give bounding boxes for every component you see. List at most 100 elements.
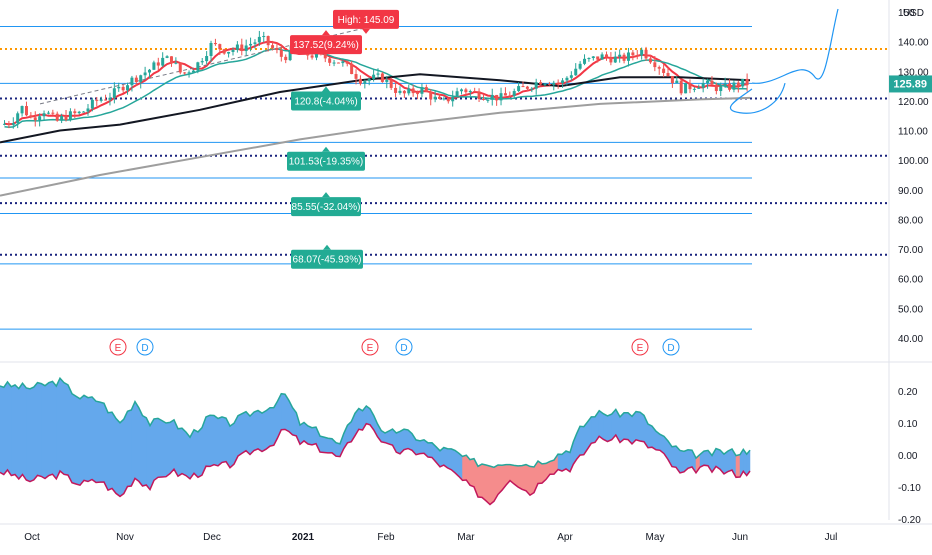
event-marker-circle-3[interactable] (395, 338, 413, 356)
candle-body-169 (745, 78, 749, 86)
candle-body-56 (249, 43, 253, 46)
candle-body-30 (134, 77, 138, 82)
event-marker-circle-4[interactable] (631, 338, 649, 356)
candle-body-14 (64, 116, 68, 120)
candle-body-127 (561, 80, 565, 84)
oscillator (0, 376, 751, 506)
candle-body-104 (459, 89, 463, 92)
candle-body-157 (692, 88, 696, 90)
candle-body-106 (468, 90, 472, 93)
price-tick-label-1: 50.00 (898, 304, 923, 315)
osc-fill-segment-40 (153, 418, 159, 481)
candle-body-163 (719, 86, 723, 92)
osc-fill-segment-23 (87, 396, 93, 482)
price-tick-label-3: 70.00 (898, 245, 923, 256)
candle-body-73 (323, 53, 327, 59)
candle-body-45 (200, 61, 204, 63)
candle-body-12 (55, 113, 59, 121)
candle-body-152 (670, 76, 674, 84)
candle-body-90 (398, 90, 402, 93)
candle-body-40 (178, 62, 182, 73)
candle-body-48 (213, 42, 217, 45)
osc-fill-segment-108 (419, 439, 425, 454)
osc-fill-segment-3 (11, 384, 16, 476)
osc-fill-segment-35 (134, 400, 140, 482)
level-labels: High: 145.09 137.52(9.24%) 120.8(-4.04%) 10… (287, 9, 399, 269)
osc-fill-segment-134 (521, 464, 527, 492)
candle-body-78 (345, 61, 349, 64)
osc-fill-segment-62 (241, 411, 247, 454)
osc-fill-segment-43 (165, 422, 171, 478)
candle-body-37 (165, 56, 169, 58)
level-label-box-2 (291, 91, 361, 111)
candle-body-29 (130, 77, 134, 86)
candle-body-116 (512, 91, 516, 97)
candle-body-59 (262, 36, 266, 38)
projection (729, 8, 839, 114)
candle-body-153 (675, 80, 679, 84)
price-tick-label-5: 90.00 (898, 186, 923, 197)
candle-body-122 (539, 82, 543, 85)
osc-fill-segment-92 (358, 408, 363, 431)
candle-body-54 (240, 44, 244, 52)
osc-fill-segment-0 (0, 385, 5, 475)
event-marker-circle-5[interactable] (662, 338, 680, 356)
level-label-text-4: 85.55(-32.04%) (292, 202, 361, 213)
osc-fill-segment-72 (281, 393, 286, 430)
osc-fill-segment-21 (79, 394, 85, 486)
price-tick-label-2: 60.00 (898, 275, 923, 286)
osc-fill-segment-15 (56, 378, 61, 480)
candle-body-135 (596, 56, 600, 60)
candle-body-128 (565, 77, 569, 81)
level-label-box-4 (291, 197, 361, 217)
osc-fill-segment-61 (237, 413, 243, 457)
osc-fill-segment-32 (123, 411, 128, 494)
event-marker-circle-1[interactable] (136, 338, 154, 356)
candle-body-6 (29, 115, 33, 118)
candle-body-141 (622, 54, 626, 61)
osc-fill-segment-56 (217, 416, 223, 467)
candles (3, 30, 749, 129)
osc-fill-segment-1 (3, 381, 8, 476)
candle-body-25 (112, 88, 116, 98)
candle-body-133 (587, 58, 591, 60)
osc-fill-segment-24 (91, 396, 97, 483)
osc-tick-label-4: -0.20 (898, 515, 921, 526)
osc-fill-segment-37 (142, 415, 147, 487)
candle-body-161 (710, 80, 714, 85)
osc-fill-segment-110 (427, 442, 433, 458)
candle-body-137 (604, 54, 608, 58)
candle-body-32 (143, 72, 147, 76)
osc-fill-segment-138 (537, 460, 543, 484)
osc-fill-segment-125 (485, 464, 491, 506)
level-label-pointer-3 (322, 146, 330, 152)
level-label-pointer-5 (323, 244, 331, 250)
osc-fill-segment-79 (307, 425, 313, 446)
price-tick-label-8: 120.00 (898, 97, 929, 108)
candle-body-97 (429, 91, 433, 100)
candle-body-26 (117, 86, 121, 89)
candle-body-76 (336, 62, 340, 64)
candle-body-132 (583, 58, 587, 64)
candle-body-102 (451, 97, 455, 102)
event-marker-circle-2[interactable] (361, 338, 379, 356)
event-marker-circle-0[interactable] (109, 338, 127, 356)
candle-body-86 (380, 73, 384, 82)
candle-body-87 (385, 79, 389, 82)
osc-fill-segment-9 (33, 381, 38, 481)
osc-fill-segment-84 (327, 437, 333, 454)
candle-body-131 (578, 63, 582, 69)
osc-fill-segment-22 (83, 394, 89, 482)
osc-fill-segment-152 (591, 416, 596, 444)
candle-body-65 (288, 50, 292, 61)
candle-body-95 (420, 87, 424, 94)
level-label-text-1: 137.52(9.24%) (293, 40, 359, 51)
candle-body-158 (697, 87, 701, 89)
ma-slow-line (0, 73, 751, 144)
last-price-tag (889, 75, 932, 93)
candle-body-31 (139, 75, 143, 82)
candle-body-93 (411, 88, 415, 94)
